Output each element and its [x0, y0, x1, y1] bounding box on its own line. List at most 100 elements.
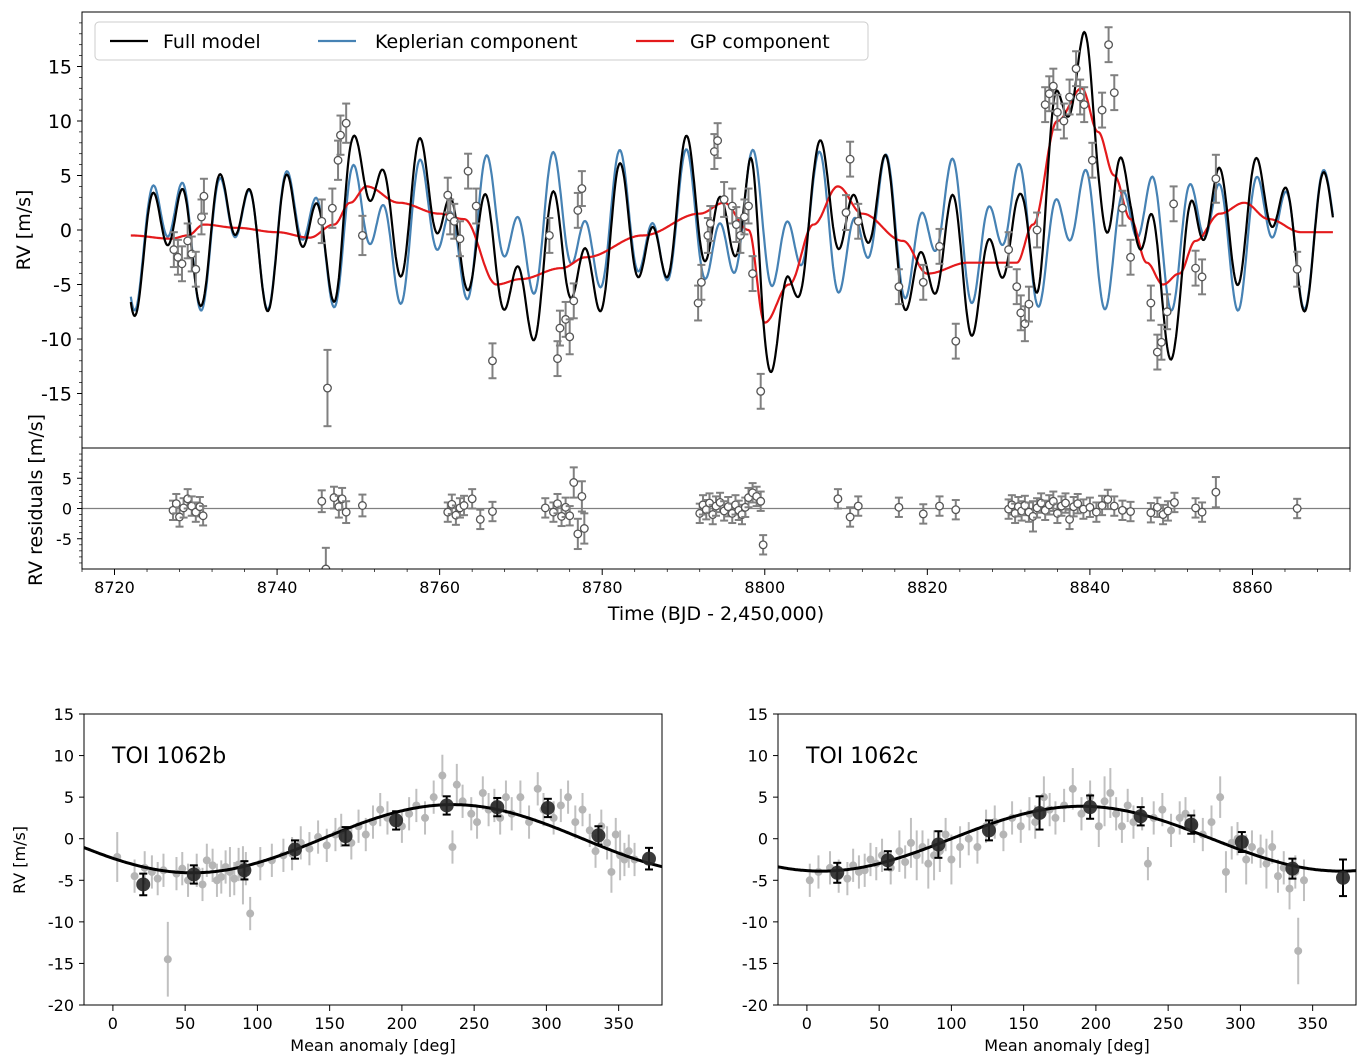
phase-xtick-label: 300	[1225, 1014, 1256, 1033]
residual-point	[317, 489, 327, 514]
rv-observation	[713, 122, 723, 160]
rv-observation	[853, 202, 863, 240]
phase-raw-point	[153, 861, 162, 896]
rv-ts-y-ticks: -15 -10 -5 0 5 10 15	[41, 22, 82, 438]
residual-point	[1078, 498, 1088, 520]
phase-xtick-label: 300	[531, 1014, 562, 1033]
phase-raw-point	[564, 780, 573, 814]
phase-raw-point	[1167, 813, 1176, 848]
rv-observation	[169, 231, 179, 269]
phase-raw-point	[895, 830, 904, 872]
phase-xtick-label: 250	[459, 1014, 490, 1033]
phase-c-plot-area	[778, 768, 1356, 985]
ts-ytick-label: 15	[48, 57, 72, 79]
phase-raw-point	[429, 780, 438, 814]
phase-raw-point	[1175, 801, 1184, 835]
phase-c-frame	[777, 713, 1357, 1006]
ts-ytick-label: 10	[48, 111, 72, 133]
phase-raw-point	[438, 754, 447, 797]
rv-observation	[845, 140, 855, 178]
phase-raw-point	[941, 817, 950, 852]
rv-observation	[173, 238, 183, 276]
phase-raw-point	[467, 797, 476, 831]
phase-model-curve	[84, 803, 662, 875]
rv-observation	[748, 255, 758, 293]
residual-point	[1065, 508, 1075, 531]
phase-raw-point	[1094, 805, 1103, 848]
rv-observation	[719, 181, 729, 218]
phase-raw-point	[1221, 851, 1230, 893]
residual-point	[341, 500, 351, 525]
phase-raw-point	[208, 848, 217, 882]
phase-raw-point	[1256, 834, 1265, 868]
phase-binned-point	[931, 830, 946, 859]
phase-raw-point	[912, 830, 921, 881]
phase-binned-point	[591, 825, 606, 846]
phase-binned-point	[389, 810, 404, 831]
phase-xtick-label: 0	[802, 1014, 812, 1033]
residual-point	[845, 506, 855, 528]
phase-binned-point	[1184, 814, 1199, 835]
phase-ytick-label: -10	[742, 913, 768, 932]
phase-raw-point	[918, 830, 927, 864]
residual-point	[1158, 503, 1168, 526]
phase-raw-point	[1227, 826, 1236, 860]
rv-observation	[1012, 268, 1022, 306]
rv-observation	[756, 372, 766, 410]
phase-raw-point	[964, 822, 973, 856]
phase-raw-point	[452, 763, 461, 806]
rv-observation	[327, 187, 337, 229]
residual-point	[1197, 501, 1207, 523]
phase-binned-point	[490, 796, 505, 818]
rv-observation	[357, 214, 367, 257]
phase-xtick-label: 250	[1153, 1014, 1184, 1033]
rv-observation	[1146, 284, 1156, 322]
residual-point	[577, 480, 587, 513]
residual-point	[1211, 476, 1221, 509]
phase-ytick-label: 5	[758, 788, 768, 807]
rv-observation	[696, 263, 706, 301]
phase-binned-point	[338, 826, 353, 847]
phase-binned-point	[186, 864, 201, 885]
rv-observation	[744, 187, 753, 225]
rv-observation	[1191, 249, 1201, 287]
rv-observation	[1117, 189, 1127, 227]
res-xtick-label: 8720	[94, 578, 135, 597]
residual-point	[756, 490, 766, 512]
rv-observation	[1052, 93, 1062, 131]
phase-raw-point	[1299, 859, 1308, 902]
rv-observation	[1292, 250, 1302, 288]
residual-point	[1085, 496, 1095, 518]
rv-observation	[1004, 231, 1014, 269]
rv-res-plot-area	[82, 466, 1350, 569]
residual-point	[1097, 494, 1107, 517]
phase-raw-point	[1294, 917, 1303, 985]
phase-binned-point	[136, 872, 151, 897]
phase-c-xlabel: Mean anomaly [deg]	[984, 1036, 1149, 1055]
phase-raw-point	[225, 847, 234, 897]
phase-raw-point	[525, 805, 534, 839]
phase-binned-point	[880, 850, 895, 871]
residual-point	[833, 488, 843, 510]
res-xtick-label: 8760	[419, 578, 460, 597]
phase-raw-point	[322, 828, 331, 862]
residual-point	[191, 501, 201, 523]
residual-point	[758, 534, 768, 556]
phase-binned-point	[1133, 806, 1148, 827]
legend-label-full-model: Full model	[163, 31, 261, 53]
phase-raw-point	[901, 845, 910, 879]
phase-ytick-label: -5	[752, 871, 768, 890]
residual-point	[1024, 501, 1034, 523]
phase-ytick-label: 10	[748, 747, 768, 766]
rv-observation	[463, 152, 473, 190]
phase-raw-point	[533, 772, 542, 806]
rv-observation	[341, 102, 351, 144]
residual-point	[1146, 502, 1156, 524]
rv-observation	[471, 187, 481, 225]
ts-ytick-label: -5	[53, 275, 72, 297]
rv-observation	[199, 177, 209, 215]
phase-raw-point	[1143, 847, 1152, 881]
phase-xtick-label: 150	[1008, 1014, 1039, 1033]
res-xtick-label: 8840	[1070, 578, 1111, 597]
